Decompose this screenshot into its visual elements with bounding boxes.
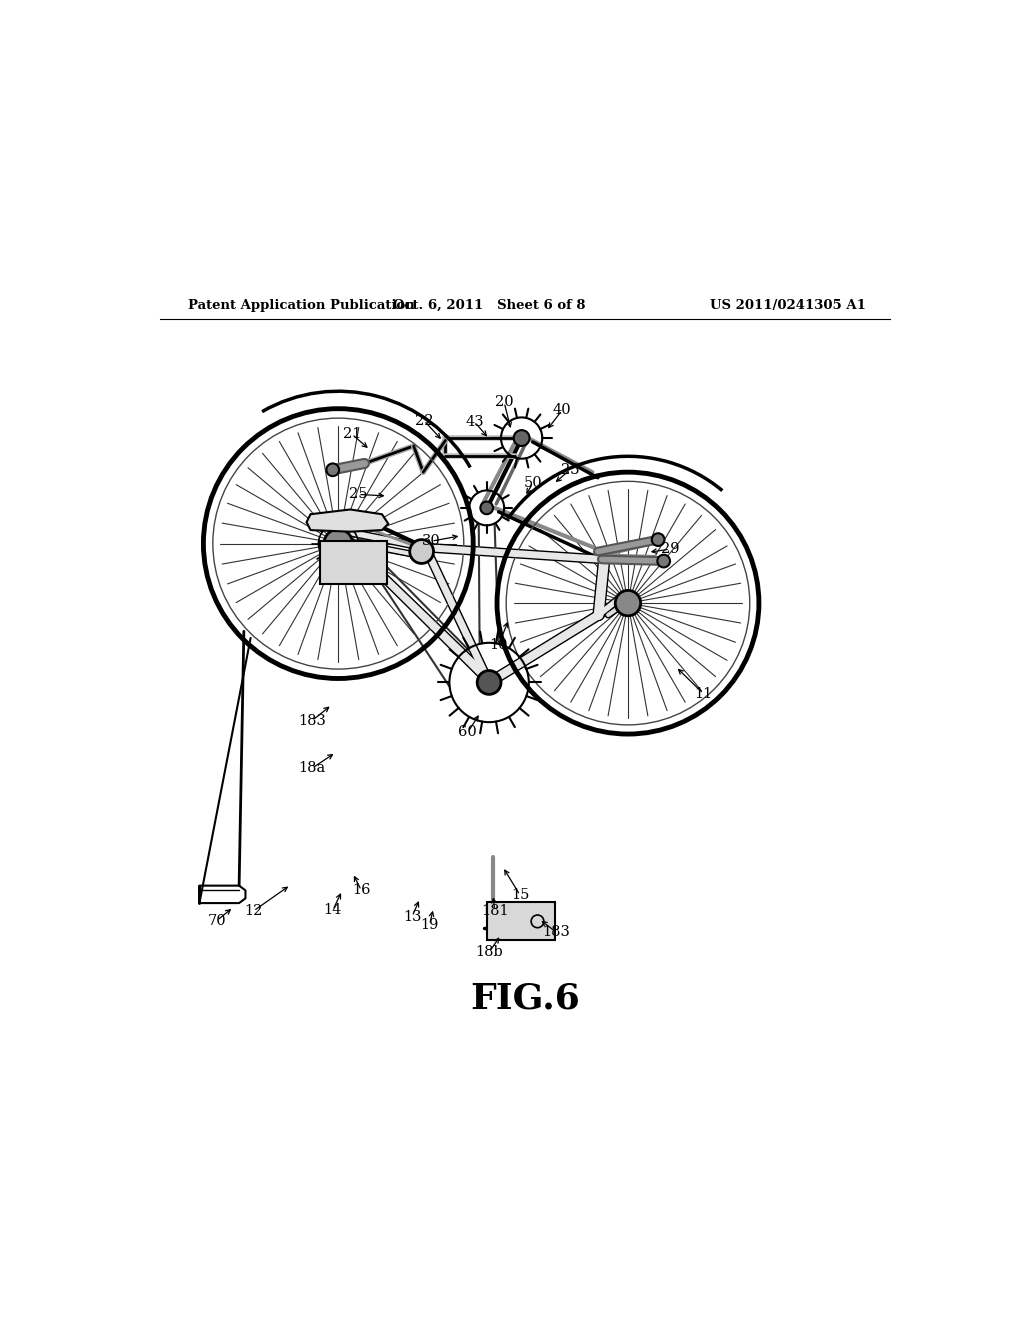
Text: 18b: 18b <box>475 945 503 960</box>
Text: 50: 50 <box>523 477 542 490</box>
Polygon shape <box>306 510 388 532</box>
Text: 13: 13 <box>402 909 421 924</box>
Circle shape <box>652 533 665 546</box>
Text: 40: 40 <box>553 404 571 417</box>
Text: 70: 70 <box>208 913 226 928</box>
Text: 18a: 18a <box>298 762 326 775</box>
Text: 12: 12 <box>244 904 262 917</box>
Text: 14: 14 <box>324 903 342 917</box>
Text: Patent Application Publication: Patent Application Publication <box>187 298 415 312</box>
Text: 19: 19 <box>421 917 438 932</box>
FancyBboxPatch shape <box>486 903 555 940</box>
Circle shape <box>327 463 339 477</box>
Text: 11: 11 <box>694 686 713 701</box>
Text: 30: 30 <box>422 535 440 548</box>
Text: 29: 29 <box>660 543 679 556</box>
Text: 22: 22 <box>415 413 433 428</box>
Circle shape <box>657 554 670 568</box>
Text: 10: 10 <box>489 638 508 652</box>
Text: 23: 23 <box>561 463 580 477</box>
Circle shape <box>514 430 529 446</box>
Text: 183: 183 <box>298 714 326 727</box>
Text: 183: 183 <box>543 925 570 940</box>
Text: Oct. 6, 2011   Sheet 6 of 8: Oct. 6, 2011 Sheet 6 of 8 <box>393 298 586 312</box>
Circle shape <box>324 529 352 558</box>
Text: 20: 20 <box>495 395 513 409</box>
Circle shape <box>410 540 433 564</box>
Text: 60: 60 <box>459 726 477 739</box>
Text: FIG.6: FIG.6 <box>470 981 580 1015</box>
Circle shape <box>615 590 641 616</box>
Circle shape <box>477 671 501 694</box>
Text: 25: 25 <box>349 487 368 502</box>
Circle shape <box>480 502 494 515</box>
Text: 181: 181 <box>481 904 509 917</box>
Text: US 2011/0241305 A1: US 2011/0241305 A1 <box>711 298 866 312</box>
Text: 21: 21 <box>343 428 361 441</box>
Text: 16: 16 <box>352 883 371 898</box>
Text: 15: 15 <box>511 888 529 902</box>
FancyBboxPatch shape <box>321 541 387 583</box>
Text: 43: 43 <box>466 416 484 429</box>
